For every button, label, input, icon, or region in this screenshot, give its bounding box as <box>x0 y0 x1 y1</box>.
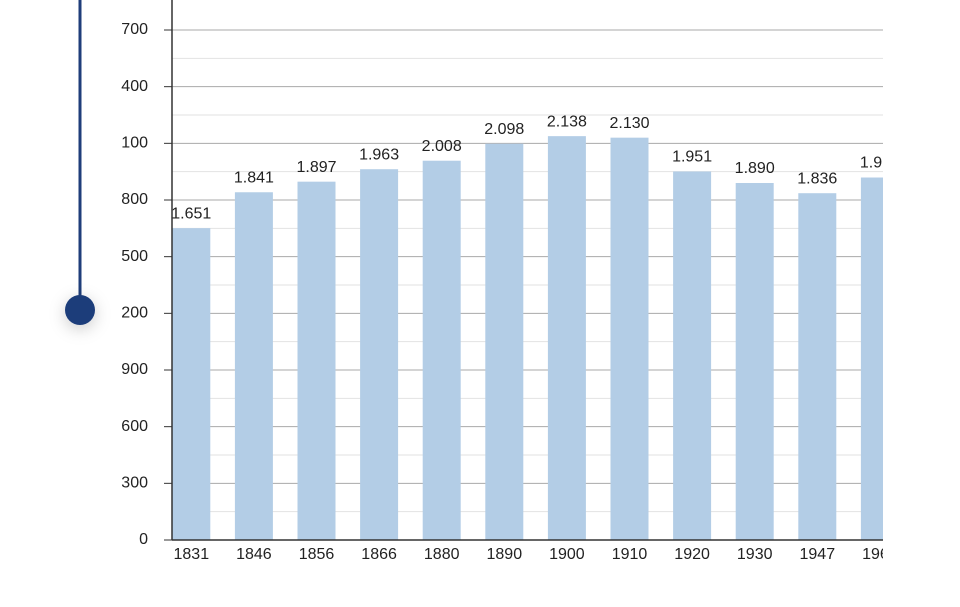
bar <box>860 177 883 540</box>
x-tick-label: 1910 <box>612 546 648 563</box>
value-label: 1.963 <box>359 146 399 163</box>
y-tick-label: 100 <box>121 135 148 152</box>
y-tick-label: 600 <box>121 418 148 435</box>
x-tick-label: 1856 <box>299 546 335 563</box>
x-tick-label: 1831 <box>174 546 210 563</box>
y-tick-label: 900 <box>121 361 148 378</box>
bar <box>234 192 273 540</box>
value-label: 1.890 <box>735 160 775 177</box>
y-tick-label: 700 <box>121 21 148 38</box>
y-tick-label: 500 <box>121 248 148 265</box>
x-tick-label: 1846 <box>236 546 272 563</box>
bar <box>798 193 837 540</box>
value-label: 1.919 <box>860 155 900 172</box>
timeline-dot <box>65 295 95 325</box>
value-label: 1.841 <box>234 169 274 186</box>
plot-area: 0 300 600 900 200 500 800 100 400 700 1.651 1831 1.8… <box>121 0 900 563</box>
bar <box>610 137 649 540</box>
x-tick-label: 1890 <box>487 546 523 563</box>
y-tick-label: 200 <box>121 305 148 322</box>
x-tick-label: 1900 <box>549 546 585 563</box>
value-label: 1.951 <box>672 149 712 166</box>
y-tick-label: 800 <box>121 191 148 208</box>
bar <box>673 171 712 540</box>
x-tick-label: 1920 <box>674 546 710 563</box>
x-tick-label: 1880 <box>424 546 460 563</box>
bar <box>297 181 336 540</box>
value-label: 2.098 <box>484 121 524 138</box>
y-tick-label: 0 <box>139 531 148 548</box>
value-label: 2.008 <box>422 138 462 155</box>
x-tick-label: 1866 <box>361 546 397 563</box>
value-label: 1.651 <box>171 205 211 222</box>
value-label: 1.897 <box>296 159 336 176</box>
value-label: 2.138 <box>547 113 587 130</box>
bar <box>172 228 211 540</box>
bar <box>360 169 399 540</box>
value-label: 1.836 <box>797 170 837 187</box>
y-tick-label: 400 <box>121 78 148 95</box>
x-tick-label: 1961 <box>862 546 898 563</box>
bar <box>547 136 586 540</box>
x-tick-label: 1947 <box>800 546 836 563</box>
y-tick-label: 300 <box>121 475 148 492</box>
x-tick-label: 1930 <box>737 546 773 563</box>
value-label: 2.130 <box>609 115 649 132</box>
bar <box>485 143 524 540</box>
bar <box>735 183 774 540</box>
bar <box>422 160 461 540</box>
